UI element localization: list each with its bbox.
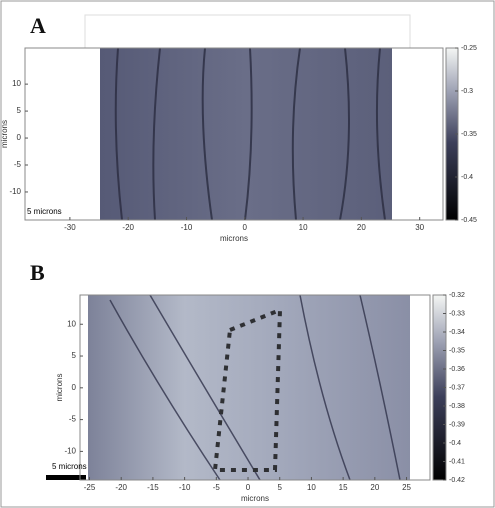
x-tick-label: 5 <box>278 483 283 492</box>
colorbar-tick-label: -0.33 <box>449 310 465 317</box>
colorbar-tick-label: -0.32 <box>449 292 465 299</box>
x-tick-label: -20 <box>122 223 134 232</box>
colorbar-tick-label: -0.25 <box>461 45 477 52</box>
x-tick-label: 0 <box>243 223 248 232</box>
x-tick-label: 10 <box>307 483 316 492</box>
x-axis-label: microns <box>241 494 269 503</box>
panel-label: A <box>30 13 46 38</box>
colorbar-tick-label: -0.4 <box>461 174 473 181</box>
y-tick-label: 10 <box>67 319 76 328</box>
panel-label: B <box>30 260 45 285</box>
y-tick-label: -5 <box>14 160 22 169</box>
scale-bar-label: 5 microns <box>52 462 87 471</box>
x-tick-label: -10 <box>179 483 191 492</box>
cell-walls-b <box>109 294 401 481</box>
x-tick-label: 15 <box>339 483 348 492</box>
x-tick-label: -10 <box>181 223 193 232</box>
colorbar-tick-label: -0.45 <box>461 217 477 224</box>
x-tick-label: -20 <box>115 483 127 492</box>
colorbar-tick-label: -0.39 <box>449 421 465 428</box>
x-tick-label: -15 <box>147 483 159 492</box>
y-tick-label: 10 <box>12 79 21 88</box>
x-tick-label: -5 <box>213 483 221 492</box>
colorbar-tick-label: -0.35 <box>461 131 477 138</box>
x-tick-label: 0 <box>246 483 251 492</box>
colorbar-tick-label: -0.37 <box>449 384 465 391</box>
x-tick-label: 30 <box>415 223 424 232</box>
colorbar-tick-label: -0.38 <box>449 403 465 410</box>
micrograph-a <box>100 48 392 220</box>
scale-bar <box>46 475 86 480</box>
y-axis-label: microns <box>55 373 64 401</box>
x-tick-label: 25 <box>402 483 411 492</box>
scale-bar-label: 5 microns <box>27 207 62 216</box>
x-tick-label: 20 <box>370 483 379 492</box>
colorbar-tick-label: -0.35 <box>449 347 465 354</box>
y-tick-label: 5 <box>72 351 77 360</box>
x-tick-label: -30 <box>64 223 76 232</box>
y-tick-label: 0 <box>17 133 22 142</box>
axes-frame <box>24 47 444 221</box>
x-tick-label: 10 <box>299 223 308 232</box>
colorbar-tick-label: -0.42 <box>449 477 465 484</box>
micrograph-b <box>88 295 410 480</box>
y-tick-label: -5 <box>69 415 77 424</box>
x-tick-label: -25 <box>84 483 96 492</box>
colorbar-tick-label: -0.36 <box>449 366 465 373</box>
colorbar-tick-label: -0.4 <box>449 440 461 447</box>
colorbar-tick-label: -0.34 <box>449 329 465 336</box>
y-tick-label: -10 <box>64 447 76 456</box>
y-axis-label: microns <box>0 120 9 148</box>
colorbar-tick-label: -0.3 <box>461 88 473 95</box>
y-tick-label: -10 <box>9 187 21 196</box>
y-tick-label: 0 <box>72 383 77 392</box>
cell-walls-a <box>114 47 386 221</box>
x-axis-label: microns <box>220 234 248 243</box>
y-tick-label: 5 <box>17 106 22 115</box>
x-tick-label: 20 <box>357 223 366 232</box>
colorbar-tick-label: -0.41 <box>449 458 465 465</box>
